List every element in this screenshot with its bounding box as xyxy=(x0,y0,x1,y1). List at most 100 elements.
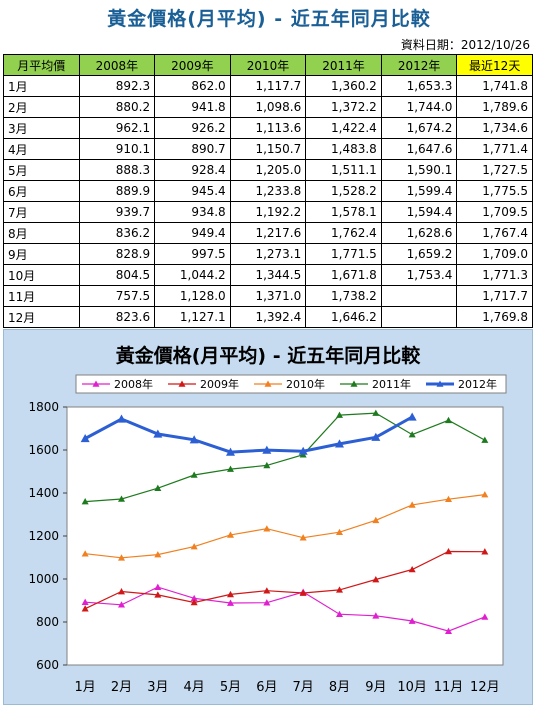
table-row: 9月 828.9 997.5 1,273.1 1,771.5 1,659.2 1,709.0 xyxy=(3,243,533,265)
table-cell: 1,233.8 xyxy=(229,180,307,202)
series-point xyxy=(336,528,343,536)
header-2008: 2008年 xyxy=(78,54,156,76)
table-cell: 910.1 xyxy=(78,138,156,160)
series-point xyxy=(481,613,489,620)
series-point xyxy=(81,498,89,505)
table-header-row: 月平均價 2008年 2009年 2010年 2011年 2012年 最近12天 xyxy=(3,54,533,76)
series-line-2010年 xyxy=(85,494,485,559)
legend-marker xyxy=(350,380,358,387)
series-line-2009年 xyxy=(84,550,485,610)
legend-marker xyxy=(178,380,186,387)
table-cell: 1,344.5 xyxy=(229,264,307,286)
table-cell xyxy=(380,285,458,307)
series-point xyxy=(190,543,198,550)
y-tick-label: 1800 xyxy=(28,400,59,414)
y-tick-label: 800 xyxy=(36,615,59,629)
series-point xyxy=(227,590,234,598)
table-cell: 1,727.5 xyxy=(456,159,533,181)
table-cell: 1,150.7 xyxy=(229,138,307,160)
series-point xyxy=(81,598,89,605)
table-cell: 890.7 xyxy=(154,138,231,160)
table-cell: 1,205.0 xyxy=(229,159,307,181)
table-cell: 997.5 xyxy=(154,243,231,265)
series-point xyxy=(153,429,163,438)
table-row: 12月 823.6 1,127.1 1,392.4 1,646.2 1,769.8 xyxy=(3,306,533,328)
table-cell: 1,671.8 xyxy=(305,264,382,286)
table-cell: 1,127.1 xyxy=(154,306,231,328)
table-cell: 1,192.2 xyxy=(229,201,307,223)
x-tick-label: 7月 xyxy=(293,680,314,695)
row-month-label: 12月 xyxy=(3,306,80,328)
table-cell: 1,709.0 xyxy=(456,243,533,265)
table-cell: 1,738.2 xyxy=(305,285,382,307)
table-cell: 1,113.6 xyxy=(229,117,307,139)
table-cell: 1,674.2 xyxy=(380,117,458,139)
table-row: 11月 757.5 1,128.0 1,371.0 1,738.2 1,717.7 xyxy=(3,285,533,307)
series-point xyxy=(481,436,489,443)
x-tick-label: 9月 xyxy=(365,680,386,695)
series-point xyxy=(372,516,380,524)
table-cell: 1,767.4 xyxy=(456,222,533,244)
table-cell: 804.5 xyxy=(78,264,156,286)
table-cell: 862.0 xyxy=(154,75,231,97)
series-point xyxy=(445,627,452,634)
line-chart: 黃金價格(月平均) - 近五年同月比較 600 800 1000 1200 1400 160… xyxy=(28,344,507,695)
series-point xyxy=(299,534,307,541)
table-cell: 939.7 xyxy=(78,201,156,223)
series-point xyxy=(336,610,343,618)
table-cell xyxy=(380,306,458,328)
row-month-label: 5月 xyxy=(3,159,80,181)
header-2010: 2010年 xyxy=(229,54,307,76)
y-tick-label: 1200 xyxy=(28,529,59,543)
row-month-label: 1月 xyxy=(3,75,80,97)
table-cell: 828.9 xyxy=(78,243,156,265)
legend-label: 2010年 xyxy=(286,377,325,391)
series-point xyxy=(481,491,489,498)
table-cell: 926.2 xyxy=(154,117,231,139)
series-point xyxy=(336,586,343,593)
table-cell: 934.8 xyxy=(154,201,231,223)
table-cell: 962.1 xyxy=(78,117,156,139)
table-row: 1月 892.3 862.0 1,117.7 1,360.2 1,653.3 1,741.8 xyxy=(3,75,533,97)
series-point xyxy=(118,588,125,595)
table-cell: 1,744.0 xyxy=(380,96,458,118)
table-cell: 1,273.1 xyxy=(229,243,307,265)
table-row: 7月 939.7 934.8 1,192.2 1,578.1 1,594.4 1,709.5 xyxy=(3,201,533,223)
series-point xyxy=(408,617,416,624)
data-date: 資料日期：2012/10/26 xyxy=(400,38,530,52)
table-cell: 949.4 xyxy=(154,222,231,244)
series-point xyxy=(227,599,234,606)
legend-label: 2011年 xyxy=(372,377,411,391)
series-point xyxy=(445,495,452,503)
x-tick-label: 2月 xyxy=(111,680,132,695)
series-point xyxy=(80,434,90,443)
table-cell: 1,578.1 xyxy=(305,201,382,223)
chart-panel: 黃金價格(月平均) - 近五年同月比較 600 800 1000 1200 1400 160… xyxy=(3,329,533,705)
row-month-label: 6月 xyxy=(3,180,80,202)
table-cell: 1,659.2 xyxy=(380,243,458,265)
table-cell: 1,117.7 xyxy=(229,75,307,97)
table-cell: 823.6 xyxy=(78,306,156,328)
page-title: 黃金價格(月平均) - 近五年同月比較 xyxy=(107,8,431,30)
series-point xyxy=(408,431,416,438)
series-point xyxy=(118,495,125,502)
table-row: 8月 836.2 949.4 1,217.6 1,762.4 1,628.6 1,767.4 xyxy=(3,222,533,244)
table-cell: 945.4 xyxy=(154,180,231,202)
x-tick-label: 5月 xyxy=(220,680,241,695)
series-point xyxy=(263,525,271,532)
table-cell: 889.9 xyxy=(78,180,156,202)
series-point xyxy=(189,435,199,444)
legend-label: 2008年 xyxy=(114,377,153,391)
plot-area xyxy=(66,406,504,666)
chart-title: 黃金價格(月平均) - 近五年同月比較 xyxy=(116,344,421,367)
table-cell: 1,653.3 xyxy=(380,75,458,97)
series-point xyxy=(481,548,489,555)
y-tick-label: 1600 xyxy=(28,443,59,457)
series-point xyxy=(227,465,234,472)
series-point xyxy=(372,612,380,619)
legend-marker xyxy=(436,380,444,387)
header-2011: 2011年 xyxy=(305,54,382,76)
x-tick-label: 12月 xyxy=(470,680,500,695)
series-point xyxy=(262,445,272,454)
series-point xyxy=(190,594,198,602)
